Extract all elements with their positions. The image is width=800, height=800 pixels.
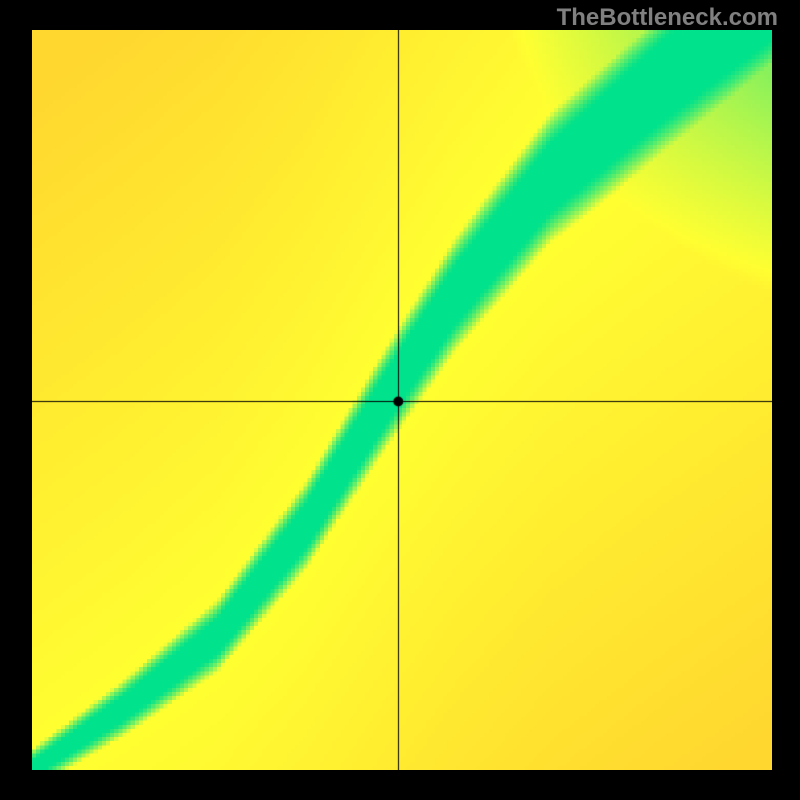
plot-stage: { "canvas": { "width": 800, "height": 80… <box>0 0 800 800</box>
watermark-text: TheBottleneck.com <box>557 4 778 32</box>
crosshair-overlay <box>32 30 772 770</box>
